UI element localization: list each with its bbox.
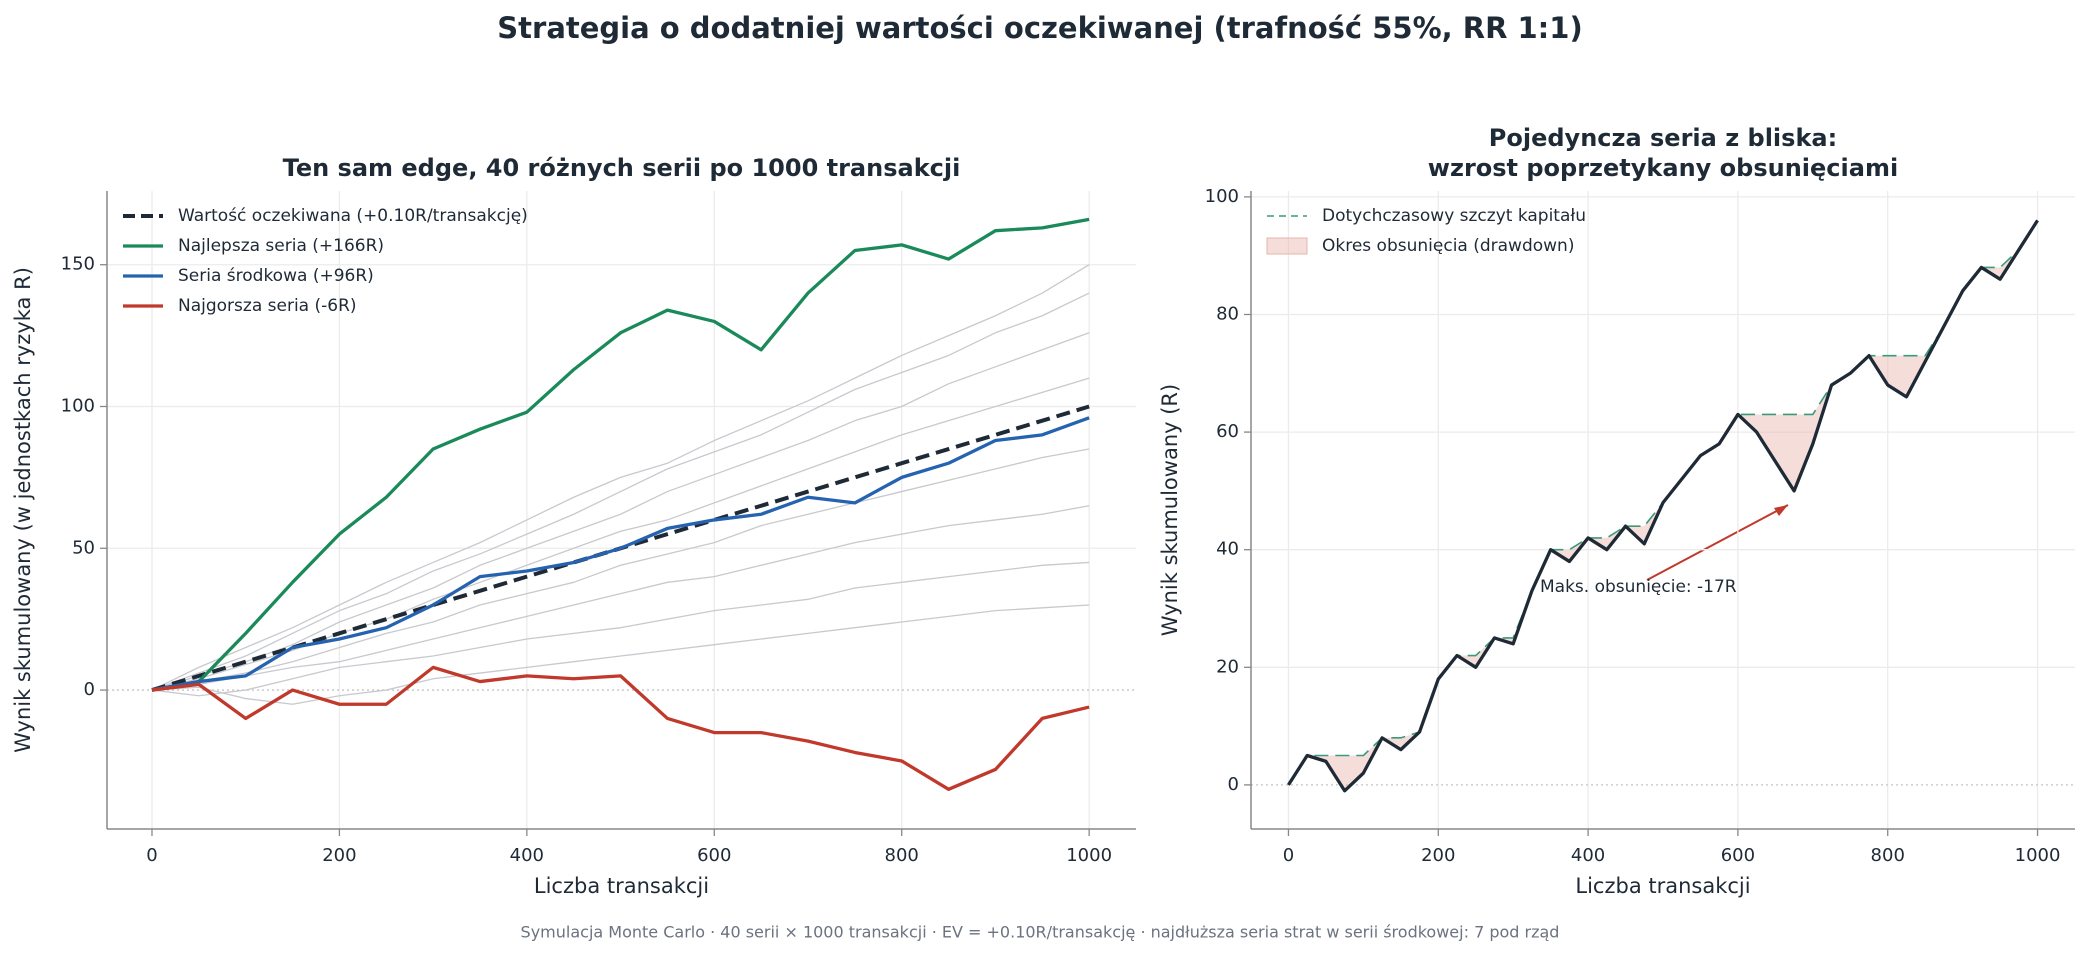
y-axis-label: Wynik skumulowany (w jednostkach ryzyka …: [11, 267, 35, 753]
x-tick-label: 400: [1571, 845, 1605, 866]
y-tick-label: 20: [1216, 656, 1239, 677]
series-line: [151, 217, 1090, 692]
background-line: [151, 377, 1090, 691]
series-line: [151, 416, 1090, 692]
background-line: [151, 604, 1090, 705]
figure-title: Strategia o dodatniej wartości oczekiwan…: [497, 11, 1582, 45]
x-tick-label: 200: [322, 845, 356, 866]
background-line: [151, 448, 1090, 691]
annotation-arrow: [1646, 504, 1789, 581]
y-tick-label: 0: [84, 679, 95, 700]
x-tick-label: 800: [1871, 845, 1905, 866]
x-tick-label: 600: [1721, 845, 1755, 866]
series-line: [151, 665, 1090, 791]
background-line: [151, 264, 1090, 691]
panel-title: Pojedyncza seria z bliska:: [1489, 124, 1837, 152]
annotation: Maks. obsunięcie: -17R: [1540, 577, 1737, 597]
annotation-arrowhead: [1774, 505, 1788, 516]
x-tick-label: 200: [1421, 845, 1455, 866]
footnote: Symulacja Monte Carlo · 40 serii × 1000 …: [521, 923, 1560, 942]
panel-title: wzrost poprzetykany obsunięciami: [1428, 154, 1898, 182]
y-tick-label: 100: [1205, 186, 1239, 207]
legend-label: Dotychczasowy szczyt kapitału: [1322, 206, 1586, 226]
x-axis-label: Liczba transakcji: [534, 874, 709, 898]
x-tick-label: 0: [146, 845, 157, 866]
y-tick-label: 0: [1228, 774, 1239, 795]
background-line: [151, 292, 1090, 691]
equity-line: [1287, 219, 2039, 793]
background-line: [151, 332, 1090, 691]
legend-label: Najgorsza seria (-6R): [178, 296, 357, 316]
y-tick-label: 50: [72, 537, 95, 558]
y-axis-label: Wynik skumulowany (R): [1158, 384, 1182, 636]
legend-label: Wartość oczekiwana (+0.10R/transakcję): [178, 206, 528, 226]
y-tick-label: 100: [61, 396, 95, 417]
y-tick-label: 150: [61, 254, 95, 275]
x-axis-label: Liczba transakcji: [1575, 874, 1750, 898]
x-tick-label: 1000: [1066, 845, 1112, 866]
x-tick-label: 400: [510, 845, 544, 866]
background-line: [151, 561, 1090, 697]
y-tick-label: 60: [1216, 421, 1239, 442]
legend-label: Najlepsza seria (+166R): [178, 236, 384, 256]
x-tick-label: 600: [697, 845, 731, 866]
legend-swatch: [1266, 237, 1308, 255]
background-line: [151, 505, 1090, 691]
y-tick-label: 40: [1216, 539, 1239, 560]
panel-title: Ten sam edge, 40 różnych serii po 1000 t…: [283, 154, 961, 182]
x-tick-label: 800: [885, 845, 919, 866]
legend-label: Okres obsunięcia (drawdown): [1322, 236, 1574, 256]
legend-label: Seria środkowa (+96R): [178, 266, 374, 286]
x-tick-label: 1000: [2015, 845, 2061, 866]
x-tick-label: 0: [1283, 845, 1294, 866]
y-tick-label: 80: [1216, 303, 1239, 324]
